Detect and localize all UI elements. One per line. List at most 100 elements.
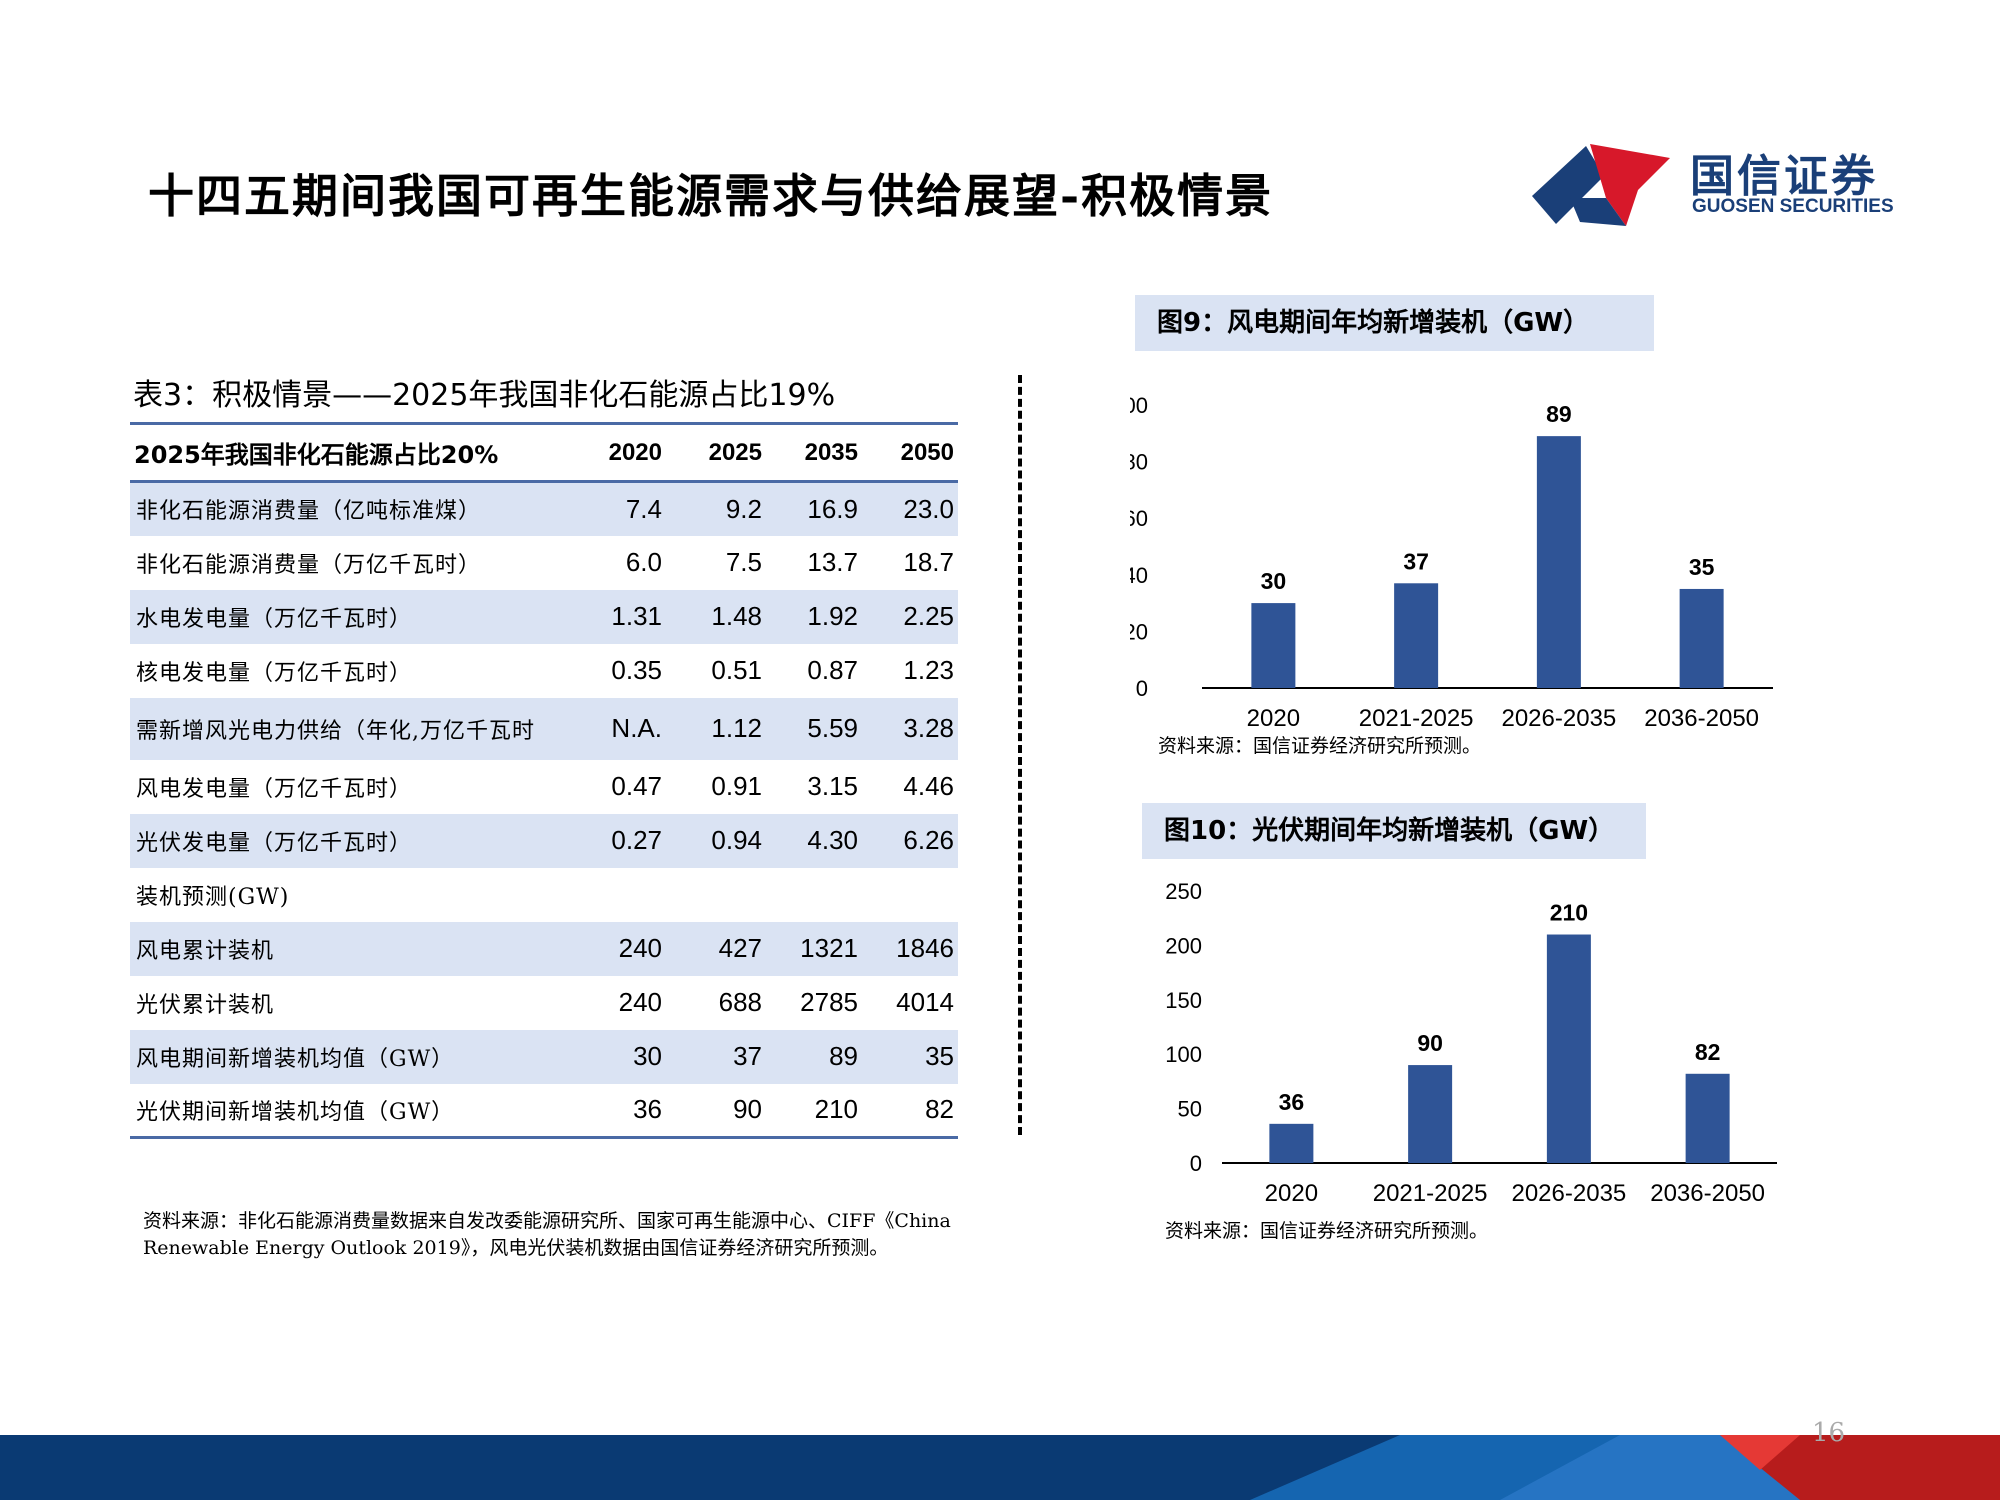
table-row: 光伏累计装机 240 688 2785 4014: [130, 976, 958, 1030]
table-cell: 427: [718, 933, 762, 963]
table-row: 光伏期间新增装机均值（GW） 36 90 210 82: [130, 1083, 958, 1139]
data-label: 89: [1546, 401, 1572, 427]
x-tick-label: 2036-2050: [1644, 705, 1759, 732]
table-row: 装机预测(GW): [130, 868, 958, 922]
row-label: 风电累计装机: [136, 938, 275, 964]
x-tick-label: 2026-2035: [1511, 1180, 1626, 1207]
data-label: 210: [1550, 900, 1588, 926]
bar: [1685, 1073, 1730, 1163]
row-label: 光伏累计装机: [136, 992, 275, 1018]
figure-10-title: 图10：光伏期间年均新增装机（GW）: [1142, 803, 1646, 859]
company-logo: 国信证券 GUOSEN SECURITIES: [1530, 138, 1894, 238]
data-label: 37: [1403, 548, 1429, 574]
table-cell: 4.30: [807, 825, 858, 855]
y-tick-label: 250: [1165, 879, 1202, 904]
table-cell: [570, 868, 666, 922]
table-cell: 240: [618, 933, 662, 963]
table-cell: 82: [862, 1083, 958, 1139]
y-tick-label: 0: [1136, 676, 1148, 701]
table-cell: 23.0: [903, 493, 954, 524]
figure-9-source-note: 资料来源：国信证券经济研究所预测。: [1158, 735, 1482, 757]
figure-10-source-note: 资料来源：国信证券经济研究所预测。: [1165, 1220, 1489, 1242]
row-label: 非化石能源消费量（万亿千瓦时）: [136, 552, 482, 578]
table-header-row: 2025年我国非化石能源占比20% 2020 2025 2035 2050: [130, 422, 958, 483]
y-tick-label: 40: [1130, 563, 1148, 588]
table-cell: 18.7: [903, 547, 954, 577]
table-cell: 90: [666, 1083, 766, 1139]
row-label: 风电期间新增装机均值（GW）: [136, 1046, 455, 1072]
table-cell: 1846: [896, 933, 954, 963]
data-table: 2025年我国非化石能源占比20% 2020 2025 2035 2050 非化…: [130, 422, 958, 1139]
table-cell: 1.48: [711, 601, 762, 631]
table-cell: 30: [633, 1041, 662, 1071]
x-tick-label: 2020: [1247, 705, 1300, 732]
table-cell: 1321: [800, 933, 858, 963]
table-cell: 36: [570, 1083, 666, 1139]
table-cell: 9.2: [725, 493, 762, 524]
table-row: 风电累计装机 240 427 1321 1846: [130, 921, 958, 976]
table-cell: 3.28: [903, 713, 954, 743]
table-cell: 7.4: [625, 493, 662, 524]
table-cell: 0.35: [611, 655, 662, 685]
table-cell: 35: [925, 1041, 954, 1071]
figure-9-title: 图9：风电期间年均新增装机（GW）: [1135, 295, 1654, 351]
page-number: 16: [1812, 1418, 1846, 1448]
header-cell: 2025: [666, 422, 766, 483]
table-cell: 1.31: [611, 601, 662, 631]
wind-bar-chart: 0 20 40 60 80 100 30 2020 37 2021-2025 89 2026-2035…: [1130, 393, 1773, 732]
data-label: 90: [1417, 1030, 1443, 1056]
solar-bar-chart: 0 50 100 150 200 250 36 2020 90 2021-2025 210 2026-…: [1165, 879, 1777, 1207]
table-cell: [666, 868, 766, 922]
table-cell: 1.23: [903, 655, 954, 685]
y-tick-label: 200: [1165, 933, 1202, 958]
row-label: 装机预测(GW): [136, 884, 290, 910]
table-cell: 4.46: [903, 771, 954, 801]
table-cell: 240: [618, 987, 662, 1017]
bar: [1408, 1065, 1453, 1163]
table-row: 需新增风光电力供给（年化,万亿千瓦时 N.A. 1.12 5.59 3.28: [130, 697, 958, 760]
bar: [1546, 934, 1591, 1163]
table-cell: 16.9: [807, 493, 858, 524]
data-label: 30: [1261, 568, 1287, 594]
bar: [1269, 1123, 1314, 1163]
logo-mark-icon: [1532, 144, 1670, 226]
table-row: 风电期间新增装机均值（GW） 30 37 89 35: [130, 1029, 958, 1084]
y-tick-label: 80: [1130, 450, 1148, 475]
y-tick-label: 50: [1178, 1097, 1202, 1122]
table-cell: [862, 868, 958, 922]
table-cell: 0.94: [711, 825, 762, 855]
logo-chinese-text: 国信证券: [1690, 151, 1878, 202]
table-cell: 0.27: [611, 825, 662, 855]
table-cell: 13.7: [807, 547, 858, 577]
table-cell: 2785: [800, 987, 858, 1017]
logo-english-text: GUOSEN SECURITIES: [1692, 196, 1894, 217]
data-label: 36: [1279, 1089, 1305, 1115]
x-tick-label: 2026-2035: [1501, 705, 1616, 732]
y-tick-label: 100: [1165, 1042, 1202, 1067]
table-cell: 7.5: [725, 547, 762, 577]
table-source-note: 资料来源：非化石能源消费量数据来自发改委能源研究所、国家可再生能源中心、CIFF…: [143, 1210, 951, 1259]
table-row: 非化石能源消费量（万亿千瓦时） 6.0 7.5 13.7 18.7: [130, 536, 958, 590]
table-cell: 210: [766, 1083, 862, 1139]
table-cell: 0.47: [611, 771, 662, 801]
y-tick-label: 0: [1190, 1151, 1202, 1176]
table-row: 风电发电量（万亿千瓦时） 0.47 0.91 3.15 4.46: [130, 760, 958, 814]
table-cell: 2.25: [903, 601, 954, 631]
table-row: 核电发电量（万亿千瓦时） 0.35 0.51 0.87 1.23: [130, 644, 958, 698]
x-tick-label: 2021-2025: [1373, 1180, 1488, 1207]
table-cell: 37: [733, 1041, 762, 1071]
header-cell: 2025年我国非化石能源占比20%: [130, 422, 570, 483]
table-cell: 4014: [896, 987, 954, 1017]
slide-title: 十四五期间我国可再生能源需求与供给展望-积极情景: [148, 169, 1274, 223]
x-tick-label: 2020: [1265, 1180, 1318, 1207]
data-label: 35: [1689, 554, 1715, 580]
y-tick-label: 20: [1130, 619, 1148, 644]
table-row: 非化石能源消费量（亿吨标准煤） 7.4 9.2 16.9 23.0: [130, 481, 958, 536]
table-row: 光伏发电量（万亿千瓦时） 0.27 0.94 4.30 6.26: [130, 813, 958, 868]
footer-band: [0, 1435, 2000, 1500]
y-tick-label: 100: [1130, 393, 1148, 418]
bar: [1679, 588, 1724, 688]
table-cell: 0.51: [711, 655, 762, 685]
table-cell: 0.87: [807, 655, 858, 685]
table-cell: 89: [829, 1041, 858, 1071]
